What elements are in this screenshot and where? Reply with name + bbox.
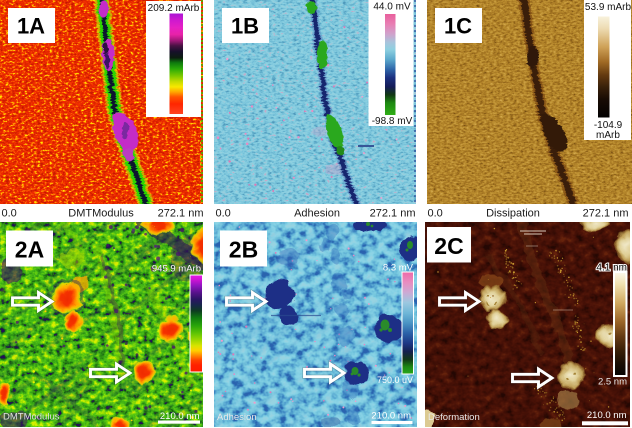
svg-text:0.0: 0.0 (216, 207, 231, 219)
svg-text:DMTModulus: DMTModulus (3, 412, 60, 423)
svg-text:1C: 1C (444, 14, 472, 39)
svg-text:Adhesion: Adhesion (217, 412, 257, 423)
svg-text:750.0 uV: 750.0 uV (377, 375, 413, 385)
svg-text:2A: 2A (15, 237, 44, 263)
svg-text:2.5 nm: 2.5 nm (598, 377, 627, 388)
svg-text:945.9 mArb: 945.9 mArb (152, 264, 201, 275)
svg-text:2B: 2B (229, 237, 258, 263)
svg-text:272.1 nm: 272.1 nm (583, 207, 629, 219)
svg-text:Dissipation: Dissipation (486, 207, 540, 219)
svg-text:mArb: mArb (596, 130, 620, 141)
svg-text:53.9 mArb: 53.9 mArb (585, 2, 632, 13)
svg-text:1B: 1B (231, 14, 259, 39)
svg-text:210.0 nm: 210.0 nm (371, 411, 411, 422)
svg-text:-98.8 mV: -98.8 mV (372, 116, 413, 127)
svg-text:2C: 2C (434, 233, 463, 259)
svg-text:210.0 nm: 210.0 nm (587, 410, 627, 421)
svg-text:8.3 mV: 8.3 mV (383, 263, 414, 274)
svg-text:0.0: 0.0 (428, 207, 443, 219)
svg-text:272.1 nm: 272.1 nm (370, 207, 416, 219)
svg-text:0.0: 0.0 (2, 207, 17, 219)
svg-text:Adhesion: Adhesion (294, 207, 340, 219)
svg-text:1A: 1A (17, 14, 45, 39)
svg-text:209.2 mArb: 209.2 mArb (148, 3, 200, 14)
svg-text:DMTModulus: DMTModulus (68, 207, 134, 219)
svg-text:44.0 mV: 44.0 mV (373, 2, 411, 13)
svg-text:Deformation: Deformation (428, 412, 480, 423)
svg-text:-104.9: -104.9 (594, 120, 623, 131)
svg-text:272.1 nm: 272.1 nm (158, 207, 204, 219)
svg-text:210.0 nm: 210.0 nm (160, 411, 200, 422)
